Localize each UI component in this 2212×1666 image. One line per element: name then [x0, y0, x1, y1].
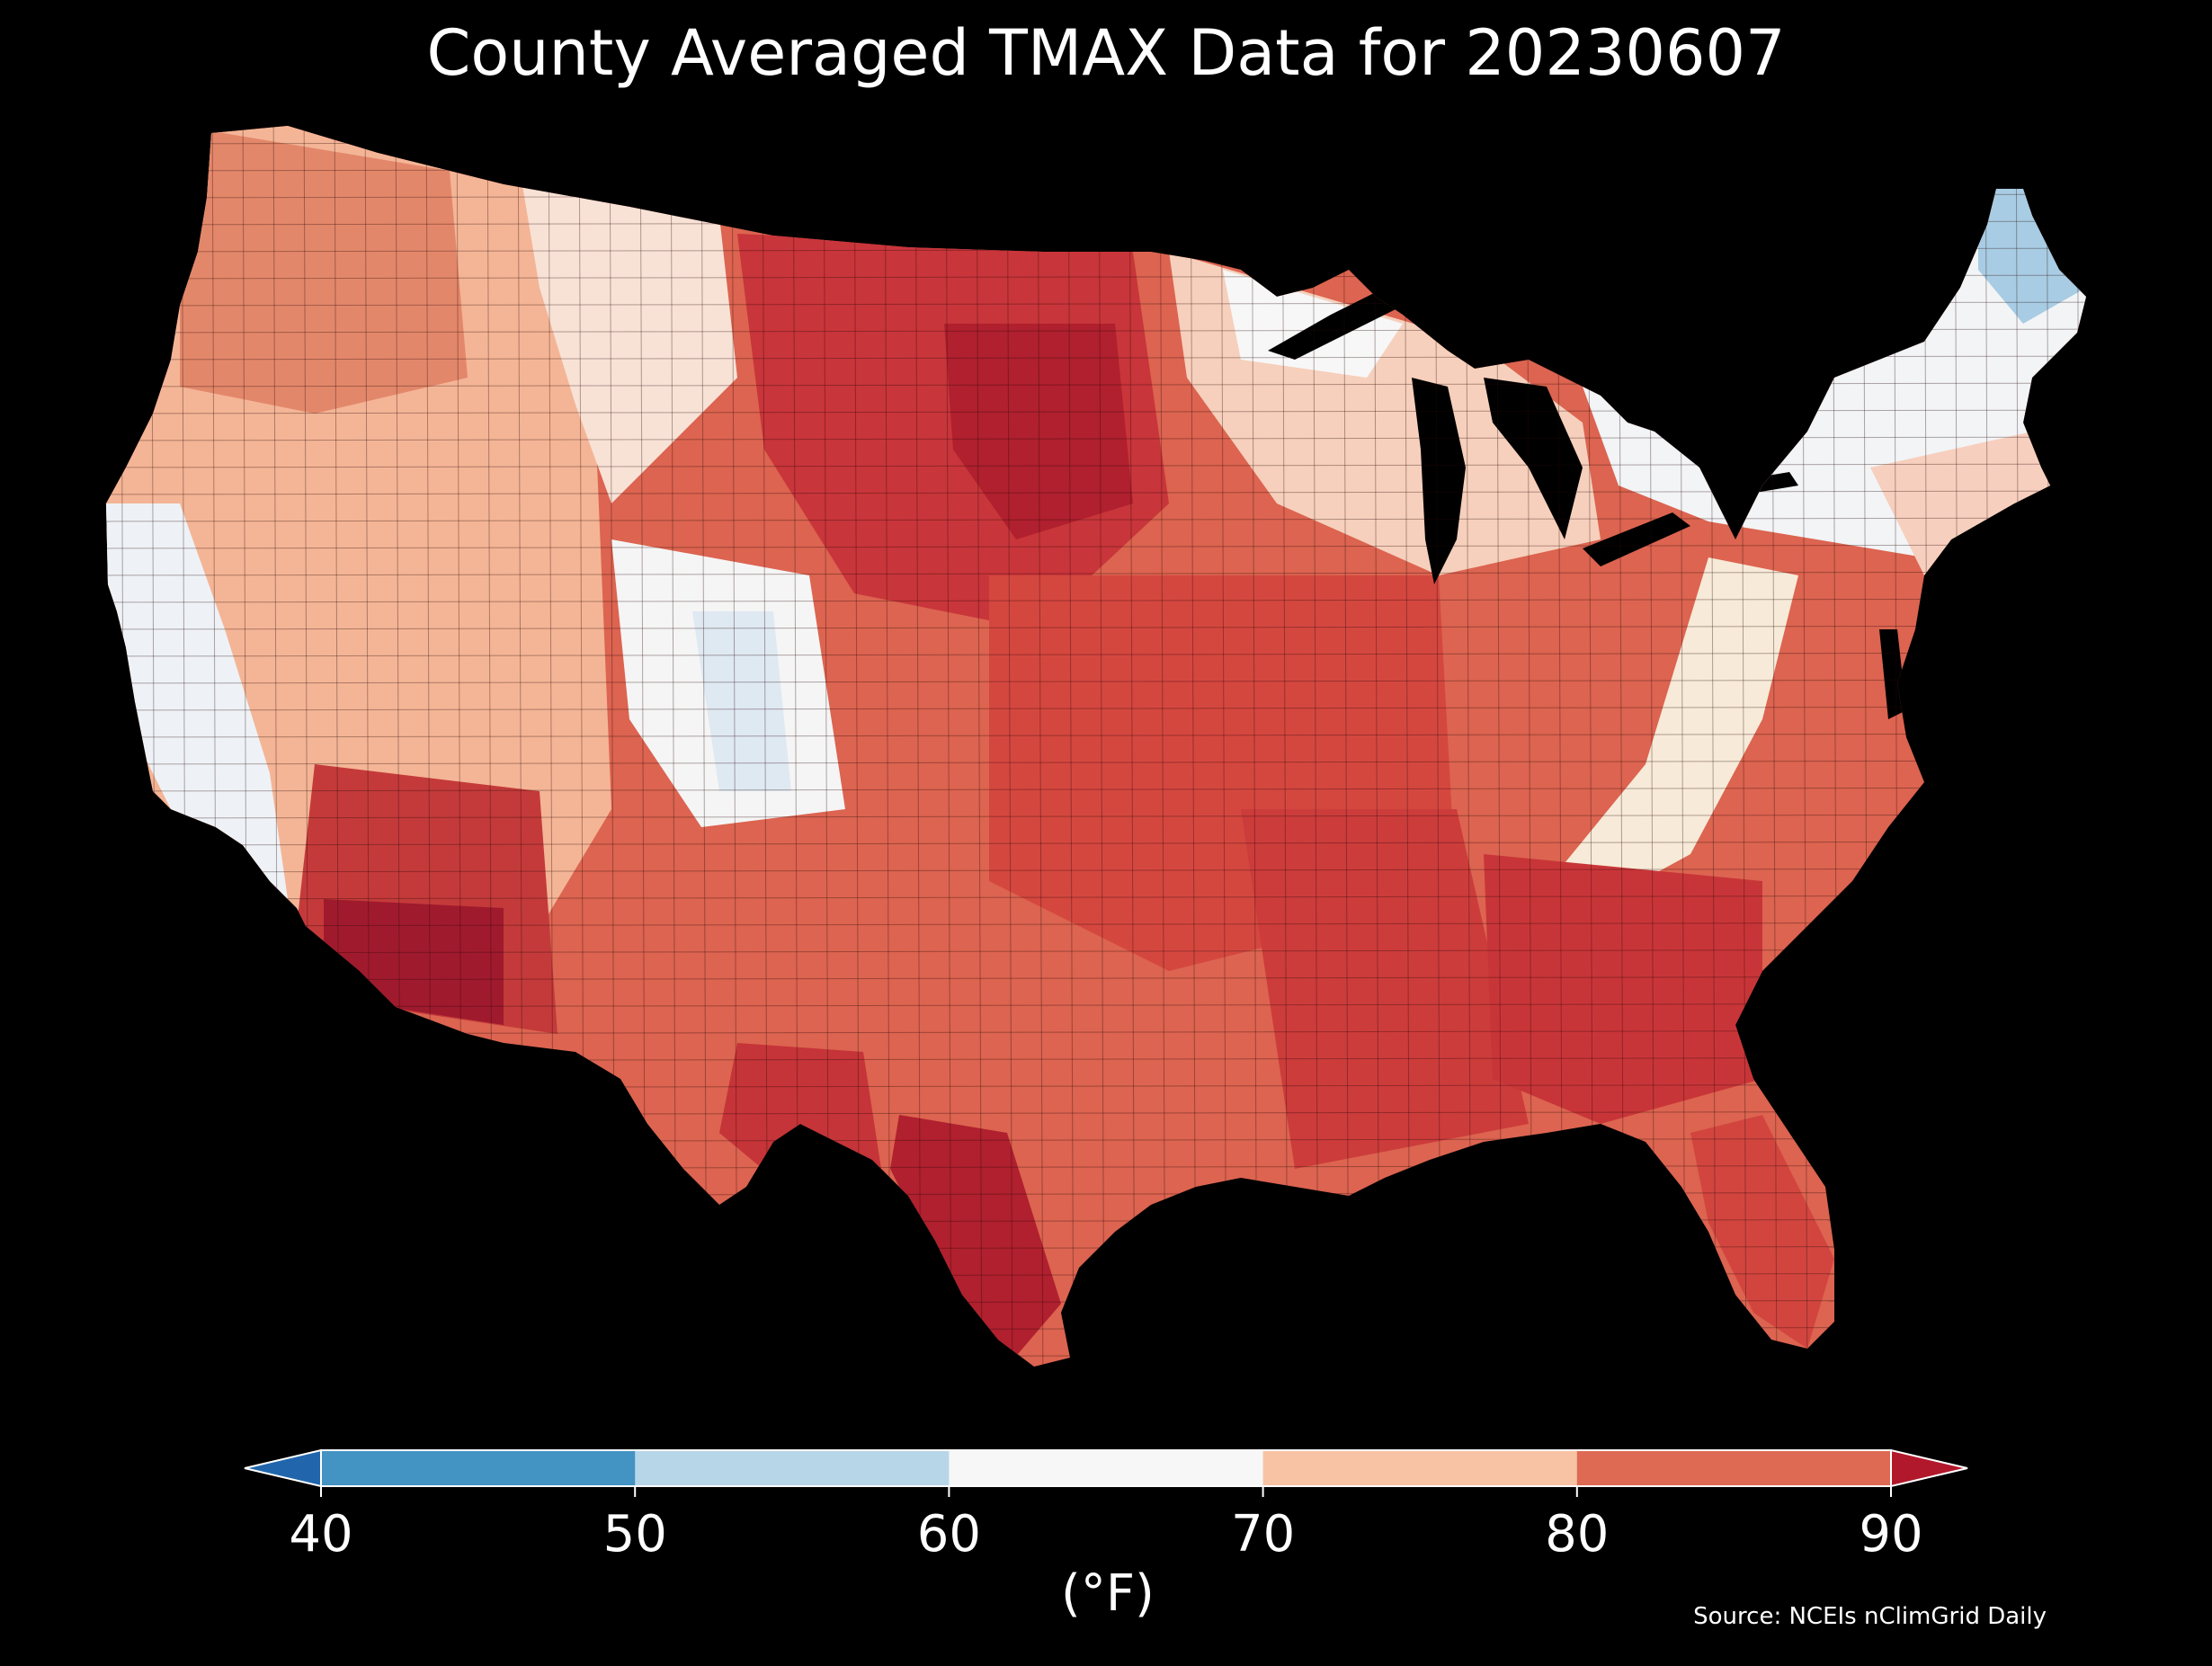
colorbar-tick-label: 70 — [1231, 1505, 1295, 1564]
colorbar-frame — [320, 1449, 1892, 1487]
map-title: County Averaged TMAX Data for 20230607 — [426, 16, 1786, 90]
zone-rockies-colorado-core — [692, 611, 791, 791]
colorbar-tick-label: 50 — [603, 1505, 667, 1564]
colorbar-tick-label: 80 — [1545, 1505, 1609, 1564]
colorbar-bin — [1576, 1450, 1892, 1486]
lake-huron — [1484, 378, 1583, 539]
colorbar-tick-label: 90 — [1859, 1505, 1922, 1564]
zone-new-england-warm — [1870, 432, 2059, 575]
colorbar-bin — [635, 1450, 950, 1486]
zone-pacific-northwest — [180, 126, 468, 414]
colorbar-bin — [321, 1450, 636, 1486]
source-credit: Source: NCEIs nClimGrid Daily — [1693, 1603, 2047, 1630]
colorbar-bin — [949, 1450, 1264, 1486]
zone-florida — [1690, 1115, 1834, 1349]
zone-mississippi-valley — [1241, 809, 1529, 1169]
zone-west-texas — [719, 1043, 881, 1178]
colorbar-bin — [1262, 1450, 1578, 1486]
colorbar-tick-label: 40 — [289, 1505, 352, 1564]
colorbar-extend-low — [244, 1448, 322, 1488]
colorbar-unit-label: (°F) — [1061, 1564, 1155, 1623]
zone-dakotas-core — [944, 324, 1133, 539]
colorbar-tick-label: 60 — [917, 1505, 981, 1564]
lake-michigan — [1412, 378, 1466, 584]
colorbar-extend-high — [1890, 1448, 1968, 1488]
zone-south-texas — [890, 1115, 1061, 1367]
choropleth-map — [106, 126, 2086, 1367]
zone-rockies-north — [522, 180, 737, 503]
zone-southeast — [1484, 854, 1762, 1124]
zone-arizona-hot — [324, 899, 504, 1025]
zone-appalachians — [1565, 557, 1798, 908]
chesapeake-bay — [1879, 629, 1906, 719]
lake-superior — [1268, 288, 1403, 360]
lake-erie — [1583, 512, 1690, 566]
zone-maine-cool — [1978, 189, 2086, 324]
zone-california-coast — [106, 503, 288, 899]
